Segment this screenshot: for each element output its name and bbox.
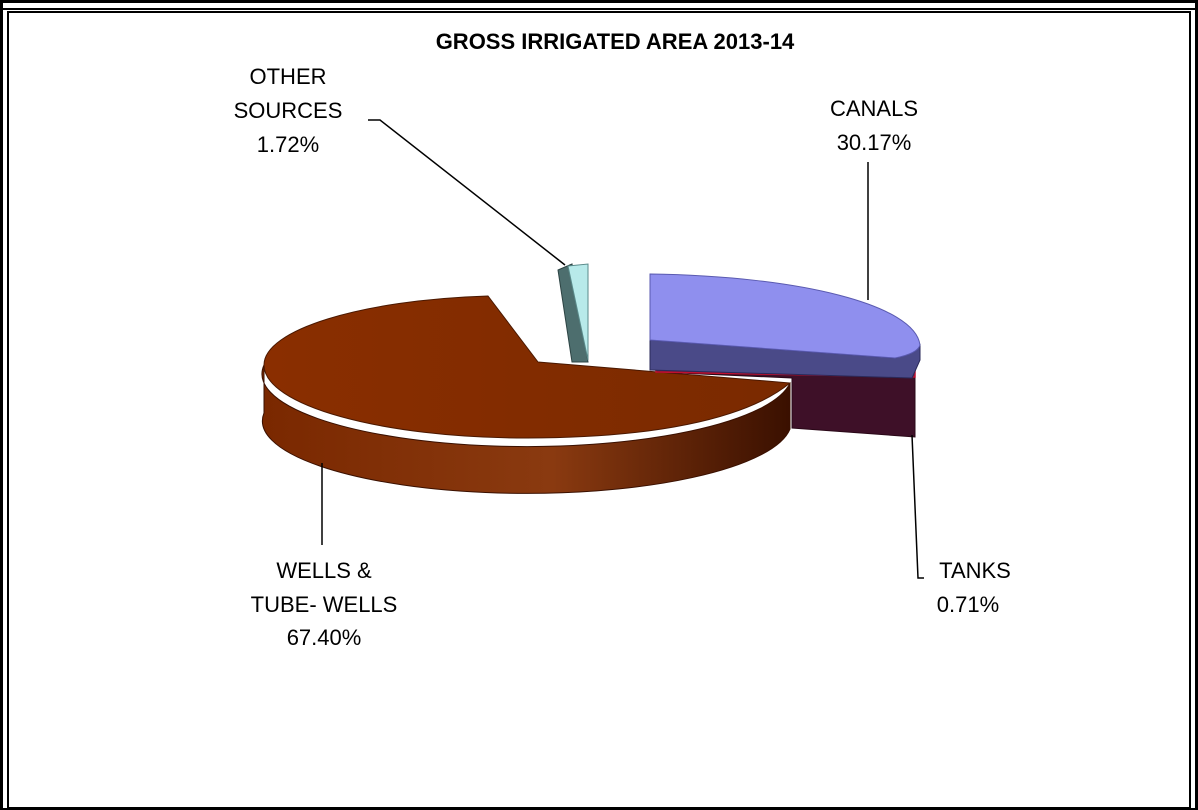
leader-line-other [368,119,566,266]
label-wells-percent: 67.40% [287,625,362,650]
slice-wells-top [263,295,792,439]
label-canals: CANALS 30.17% [830,96,918,155]
label-wells-line2: TUBE- WELLS [251,592,398,617]
slice-other-top [567,263,589,361]
label-wells-line1: WELLS & [276,558,372,583]
label-other-percent: 1.72% [257,132,319,157]
slice-other-side [557,263,589,363]
slice-wells-side [261,364,791,494]
slice-other [557,263,589,363]
label-tanks: TANKS 0.71% [937,558,1011,617]
label-tanks-line1: TANKS [939,558,1011,583]
label-canals-percent: 30.17% [837,130,912,155]
label-other: OTHER SOURCES 1.72% [234,64,343,157]
slice-canals [649,273,921,379]
label-wells: WELLS & TUBE- WELLS 67.40% [251,558,398,650]
leader-line-tanks [911,434,924,579]
label-other-line2: SOURCES [234,98,343,123]
slice-canals-top [649,273,921,359]
label-tanks-percent: 0.71% [937,592,999,617]
plot-border [7,11,1191,809]
slice-wells [261,295,792,494]
label-canals-line1: CANALS [830,96,918,121]
chart-title: GROSS IRRIGATED AREA 2013-14 [436,29,795,54]
label-other-line1: OTHER [250,64,327,89]
